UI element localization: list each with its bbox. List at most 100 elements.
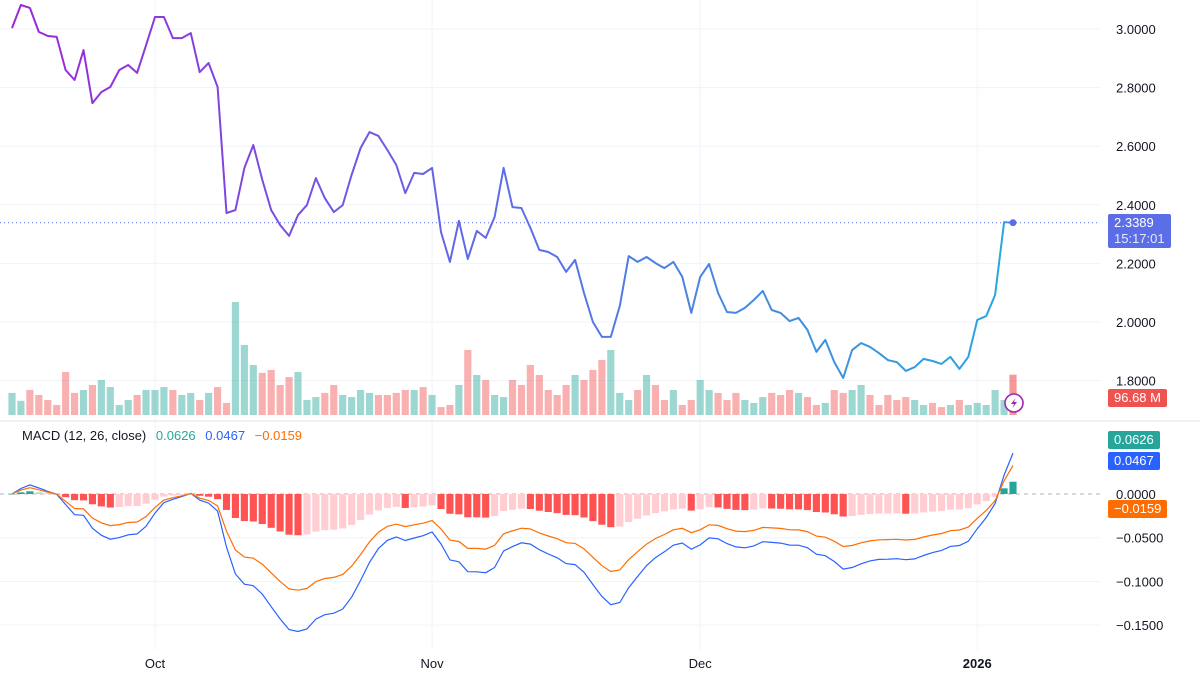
macd-histogram-bar: [848, 494, 856, 517]
lightning-bolt-icon[interactable]: [1004, 393, 1024, 413]
volume-bar: [642, 374, 651, 415]
macd-histogram-bar: [35, 492, 43, 494]
macd-histogram-bar: [231, 494, 240, 519]
volume-bar: [535, 374, 543, 415]
volume-bar: [768, 392, 776, 415]
volume-bar: [625, 399, 633, 415]
macd-legend[interactable]: MACD (12, 26, close) 0.0626 0.0467 −0.01…: [22, 428, 308, 443]
volume-bar: [955, 399, 963, 415]
macd-histogram-bar: [732, 494, 740, 510]
volume-bar: [589, 369, 597, 415]
macd-histogram-bar: [750, 494, 758, 510]
volume-bar: [70, 392, 79, 415]
macd-histogram-bar: [70, 494, 79, 501]
macd-histogram-bar: [642, 494, 651, 516]
volume-bar: [964, 404, 972, 415]
volume-bar: [544, 389, 552, 415]
volume-bar: [991, 389, 999, 415]
volume-bar: [142, 389, 150, 415]
signal-line: [11, 465, 1014, 591]
volume-bar: [893, 399, 901, 415]
macd-histogram-bar: [213, 494, 222, 500]
macd-histogram-bar: [240, 494, 248, 522]
grid: [0, 0, 1100, 650]
macd-histogram-bar: [920, 494, 928, 513]
macd-histogram-bar: [982, 494, 990, 502]
macd-histogram-bar: [821, 494, 829, 513]
macd-histogram-bar: [687, 494, 695, 511]
volume-bar: [240, 344, 248, 415]
volume-bar: [205, 392, 213, 415]
macd-histogram-bar: [473, 494, 481, 518]
volume-bar: [562, 384, 570, 415]
volume-bar: [151, 389, 159, 415]
macd-histogram-bar: [964, 494, 972, 509]
volume-bar: [785, 389, 794, 415]
price-tick-label: 3.0000: [1116, 22, 1156, 37]
macd-histogram-bar: [946, 494, 955, 510]
volume-bar: [848, 389, 856, 415]
volume-bar: [928, 402, 937, 415]
macd-histogram-bar: [991, 494, 999, 497]
volume-bar: [383, 394, 391, 415]
volume-bar: [884, 394, 892, 415]
macd-histogram-bar: [544, 494, 552, 512]
volume-bar: [35, 394, 43, 415]
volume-bar: [446, 404, 454, 415]
macd-histogram-bar: [88, 494, 97, 505]
macd-histogram-bar: [607, 494, 615, 528]
macd-histogram-bar: [553, 494, 561, 514]
macd-histogram-bar: [973, 494, 981, 505]
volume-bar: [607, 349, 615, 415]
macd-histogram-bar: [294, 494, 302, 536]
macd-histogram-bar: [106, 494, 114, 508]
macd-histogram-bar: [330, 494, 338, 530]
volume-bar: [196, 399, 204, 415]
histogram-tag: 0.0626: [1108, 431, 1160, 449]
macd-histogram-bar: [678, 494, 686, 509]
volume-bar: [777, 394, 785, 415]
macd-histogram-bar: [598, 494, 606, 525]
last-price-tag: 2.3389 15:17:01: [1108, 214, 1171, 248]
volume-bar: [455, 384, 463, 415]
volume-bar: [830, 389, 838, 415]
macd-histogram-bar: [696, 494, 704, 510]
macd-histogram-bar: [777, 494, 785, 509]
volume-bar: [187, 392, 195, 415]
macd-histogram-bar: [79, 494, 88, 501]
volume-bar: [982, 404, 990, 415]
macd-histogram-bar: [928, 494, 937, 512]
date-tick-label: Nov: [421, 656, 445, 671]
volume-bar: [401, 389, 409, 415]
volume-bar: [499, 397, 508, 415]
volume-bar: [312, 397, 320, 415]
volume-bar: [705, 389, 713, 415]
macd-histogram-bar: [169, 494, 177, 496]
volume-bar: [669, 389, 677, 415]
macd-histogram-bar: [902, 494, 910, 514]
macd-histogram-bar: [589, 494, 597, 522]
volume-bar: [374, 394, 383, 415]
macd-histogram-bar: [651, 494, 660, 514]
macd-histogram-bar: [884, 494, 892, 514]
volume-bar: [303, 399, 311, 415]
macd-histogram-bar: [383, 494, 391, 508]
volume-bar: [473, 374, 481, 415]
macd-histogram-bar: [97, 494, 105, 507]
macd-histogram-bar: [428, 494, 436, 506]
volume-bar: [115, 404, 123, 415]
macd-histogram-bar: [634, 494, 642, 519]
volume-bar: [8, 392, 16, 415]
volume-bar: [178, 394, 186, 415]
volume-bar: [571, 374, 579, 415]
macd-line: [11, 452, 1014, 633]
volume-bar: [339, 394, 347, 415]
volume-bar: [866, 394, 874, 415]
macd-histogram-bar: [196, 494, 204, 496]
macd-histogram-bar: [44, 493, 52, 494]
volume-bar: [482, 379, 490, 415]
macd-histogram-bar: [1000, 488, 1008, 494]
volume-bar: [26, 389, 34, 415]
volume-bar: [88, 384, 97, 415]
